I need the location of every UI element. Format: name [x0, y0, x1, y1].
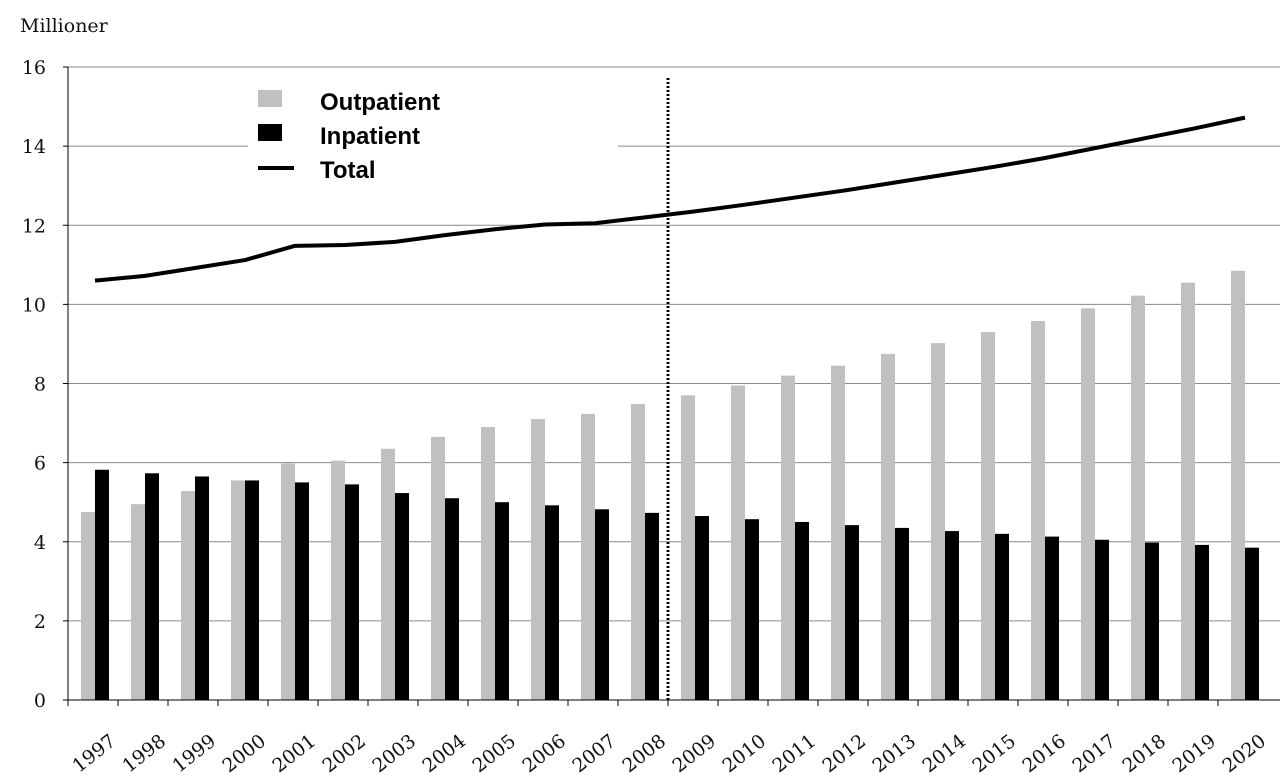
bar-outpatient-1998	[131, 504, 145, 700]
total-series-line	[94, 115, 1246, 283]
legend: Outpatient Inpatient Total	[248, 84, 618, 194]
x-tick-label-2006: 2006	[518, 730, 570, 777]
y-tick-label: 10	[22, 294, 46, 316]
bar-outpatient-2003	[381, 448, 395, 700]
y-tick-label: 8	[34, 374, 46, 396]
bar-inpatient-2007	[595, 509, 609, 700]
x-tick-label-2019: 2019	[1168, 730, 1220, 777]
legend-swatch-outpatient	[258, 90, 282, 107]
bar-inpatient-2001	[295, 482, 309, 700]
bar-inpatient-2009	[695, 516, 709, 700]
bar-outpatient-2020	[1231, 270, 1245, 700]
bar-outpatient-2017	[1081, 308, 1095, 700]
legend-label-total: Total	[320, 157, 376, 184]
x-tick-label-2017: 2017	[1068, 730, 1120, 777]
x-tick-label-2000: 2000	[218, 730, 270, 777]
bar-outpatient-2007	[581, 413, 595, 700]
bar-inpatient-2012	[845, 525, 859, 700]
x-tick-label-2008: 2008	[618, 730, 670, 777]
y-tick-label: 6	[34, 453, 46, 475]
x-tick-label-2009: 2009	[668, 730, 720, 777]
y-axis-label: Millioner	[20, 15, 109, 37]
bar-outpatient-2005	[481, 427, 495, 700]
bar-inpatient-2011	[795, 521, 809, 700]
y-tick-label: 14	[22, 136, 46, 158]
bar-outpatient-2013	[881, 353, 895, 700]
x-tick-label-2007: 2007	[568, 730, 620, 777]
bar-inpatient-2006	[545, 505, 559, 700]
bar-outpatient-2015	[981, 332, 995, 700]
bar-inpatient-2002	[345, 484, 359, 700]
bar-inpatient-2020	[1245, 547, 1259, 700]
x-tick-label-2004: 2004	[418, 730, 470, 777]
bar-inpatient-2016	[1045, 536, 1059, 700]
x-tick-label-2014: 2014	[918, 730, 970, 777]
y-axis-ticks: 0 2 4 6 8 10 12 14 16	[22, 57, 68, 712]
x-tick-label-2005: 2005	[468, 730, 520, 777]
bar-inpatient-2017	[1095, 539, 1109, 700]
legend-swatch-inpatient	[258, 124, 282, 141]
total-line	[94, 115, 1246, 283]
axes	[67, 67, 1280, 701]
bar-outpatient-2012	[831, 365, 845, 700]
bar-outpatient-1997	[81, 512, 95, 700]
bar-outpatient-2004	[431, 436, 445, 700]
bar-outpatient-2010	[731, 385, 745, 700]
bar-inpatient-2015	[995, 533, 1009, 700]
x-tick-label-2013: 2013	[868, 730, 920, 777]
x-tick-label-1999: 1999	[168, 730, 220, 777]
x-tick-label-2016: 2016	[1018, 730, 1070, 777]
x-tick-label-1997: 1997	[68, 730, 120, 777]
bar-inpatient-2014	[945, 531, 959, 700]
bar-inpatient-2008	[645, 512, 659, 700]
x-tick-label-2011: 2011	[768, 730, 820, 777]
bar-inpatient-2013	[895, 527, 909, 700]
bar-outpatient-2001	[281, 463, 295, 700]
x-axis-ticks: 1997199819992000200120022003200420052006…	[67, 700, 1270, 777]
legend-background	[248, 84, 618, 194]
legend-label-outpatient: Outpatient	[320, 89, 440, 116]
bars	[81, 270, 1259, 700]
y-tick-label: 16	[22, 57, 46, 79]
bar-outpatient-2009	[681, 395, 695, 700]
bar-inpatient-2018	[1145, 542, 1159, 700]
bar-outpatient-2008	[631, 404, 645, 700]
bar-inpatient-1997	[95, 469, 109, 700]
bar-inpatient-2005	[495, 502, 509, 700]
y-tick-label: 2	[34, 611, 46, 633]
bar-inpatient-2000	[245, 480, 259, 700]
bar-outpatient-2000	[231, 480, 245, 700]
bar-inpatient-1998	[145, 473, 159, 700]
bar-outpatient-2011	[781, 375, 795, 700]
bar-outpatient-2016	[1031, 320, 1045, 700]
bar-outpatient-2014	[931, 343, 945, 700]
bar-outpatient-2019	[1181, 282, 1195, 700]
bar-inpatient-2004	[445, 498, 459, 700]
x-tick-label-2010: 2010	[718, 730, 770, 777]
y-tick-label: 0	[34, 690, 46, 712]
bar-inpatient-1999	[195, 476, 209, 700]
x-tick-label-2012: 2012	[818, 730, 870, 777]
x-tick-label-2018: 2018	[1118, 730, 1170, 777]
bar-inpatient-2019	[1195, 544, 1209, 700]
x-tick-label-2020: 2020	[1218, 730, 1270, 777]
x-tick-label-1998: 1998	[118, 730, 170, 777]
y-tick-label: 4	[34, 532, 46, 554]
x-tick-label-2003: 2003	[368, 730, 420, 777]
bar-inpatient-2003	[395, 493, 409, 700]
bar-outpatient-2002	[331, 460, 345, 700]
bar-outpatient-1999	[181, 491, 195, 700]
x-tick-label-2015: 2015	[968, 730, 1020, 777]
bar-outpatient-2018	[1131, 295, 1145, 700]
bar-inpatient-2010	[745, 519, 759, 700]
x-tick-label-2002: 2002	[318, 730, 370, 777]
y-tick-label: 12	[22, 215, 46, 237]
legend-label-inpatient: Inpatient	[320, 123, 420, 150]
bar-outpatient-2006	[531, 419, 545, 700]
x-tick-label-2001: 2001	[268, 730, 320, 777]
